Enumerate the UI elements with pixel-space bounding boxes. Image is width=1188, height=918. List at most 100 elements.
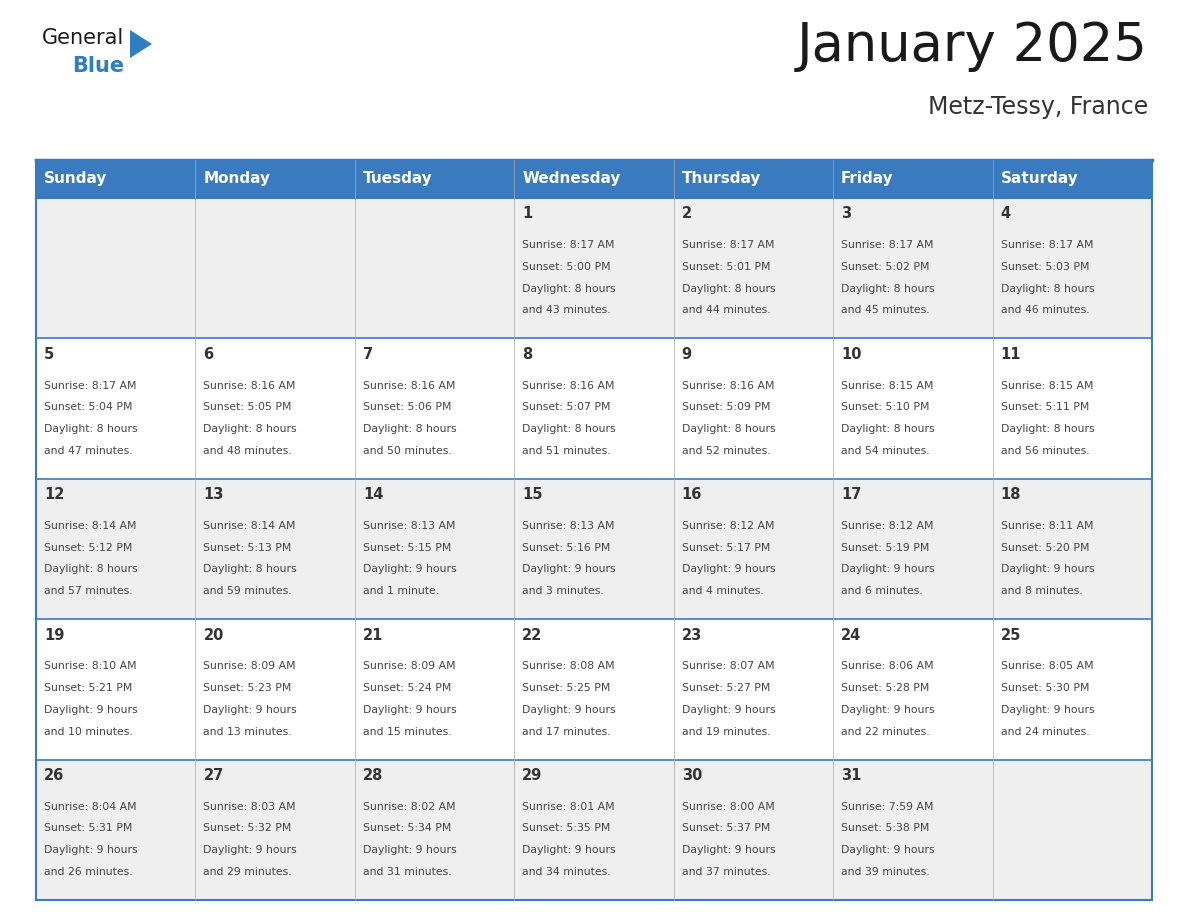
Bar xyxy=(36,198,196,339)
Text: Sunset: 5:28 PM: Sunset: 5:28 PM xyxy=(841,683,929,693)
Text: Daylight: 8 hours: Daylight: 8 hours xyxy=(1000,284,1094,294)
Text: Sunrise: 8:02 AM: Sunrise: 8:02 AM xyxy=(362,801,455,812)
Bar xyxy=(196,479,355,620)
Text: and 54 minutes.: and 54 minutes. xyxy=(841,446,930,456)
Text: 2: 2 xyxy=(682,207,691,221)
Text: Sunset: 5:02 PM: Sunset: 5:02 PM xyxy=(841,262,930,272)
Text: Sunset: 5:35 PM: Sunset: 5:35 PM xyxy=(523,823,611,834)
Polygon shape xyxy=(129,30,152,58)
Text: Friday: Friday xyxy=(841,172,893,186)
Text: Daylight: 9 hours: Daylight: 9 hours xyxy=(203,845,297,856)
Text: Sunset: 5:00 PM: Sunset: 5:00 PM xyxy=(523,262,611,272)
Text: Daylight: 9 hours: Daylight: 9 hours xyxy=(1000,565,1094,575)
Text: Sunset: 5:23 PM: Sunset: 5:23 PM xyxy=(203,683,292,693)
Text: Sunrise: 8:17 AM: Sunrise: 8:17 AM xyxy=(44,381,137,390)
Text: and 8 minutes.: and 8 minutes. xyxy=(1000,587,1082,596)
Text: Sunrise: 8:09 AM: Sunrise: 8:09 AM xyxy=(203,661,296,671)
Text: Daylight: 8 hours: Daylight: 8 hours xyxy=(203,565,297,575)
Text: Sunrise: 8:17 AM: Sunrise: 8:17 AM xyxy=(1000,241,1093,250)
Text: Saturday: Saturday xyxy=(1000,172,1079,186)
Text: Daylight: 8 hours: Daylight: 8 hours xyxy=(362,424,456,434)
Text: Sunset: 5:12 PM: Sunset: 5:12 PM xyxy=(44,543,132,553)
Text: 9: 9 xyxy=(682,347,691,362)
Text: and 45 minutes.: and 45 minutes. xyxy=(841,306,930,316)
Bar xyxy=(514,620,674,759)
Text: and 47 minutes.: and 47 minutes. xyxy=(44,446,133,456)
Text: and 46 minutes.: and 46 minutes. xyxy=(1000,306,1089,316)
Bar xyxy=(514,339,674,479)
Text: Sunrise: 8:16 AM: Sunrise: 8:16 AM xyxy=(523,381,614,390)
Text: Daylight: 9 hours: Daylight: 9 hours xyxy=(44,845,138,856)
Text: and 37 minutes.: and 37 minutes. xyxy=(682,867,770,877)
Bar xyxy=(992,339,1152,479)
Text: Tuesday: Tuesday xyxy=(362,172,432,186)
Bar xyxy=(36,479,196,620)
Text: Sunset: 5:03 PM: Sunset: 5:03 PM xyxy=(1000,262,1089,272)
Text: and 34 minutes.: and 34 minutes. xyxy=(523,867,611,877)
Text: 30: 30 xyxy=(682,768,702,783)
Text: and 3 minutes.: and 3 minutes. xyxy=(523,587,604,596)
Text: and 52 minutes.: and 52 minutes. xyxy=(682,446,770,456)
Text: 8: 8 xyxy=(523,347,532,362)
Text: Daylight: 8 hours: Daylight: 8 hours xyxy=(841,424,935,434)
Text: Daylight: 8 hours: Daylight: 8 hours xyxy=(1000,424,1094,434)
Text: Daylight: 8 hours: Daylight: 8 hours xyxy=(682,284,776,294)
Text: Sunrise: 8:13 AM: Sunrise: 8:13 AM xyxy=(362,521,455,531)
Text: Daylight: 9 hours: Daylight: 9 hours xyxy=(682,565,776,575)
Text: Sunset: 5:20 PM: Sunset: 5:20 PM xyxy=(1000,543,1089,553)
Text: 22: 22 xyxy=(523,628,543,643)
Text: Daylight: 9 hours: Daylight: 9 hours xyxy=(841,705,935,715)
Text: Sunrise: 8:16 AM: Sunrise: 8:16 AM xyxy=(682,381,775,390)
Text: Sunrise: 8:12 AM: Sunrise: 8:12 AM xyxy=(841,521,934,531)
Text: Daylight: 8 hours: Daylight: 8 hours xyxy=(44,565,138,575)
Text: Sunset: 5:05 PM: Sunset: 5:05 PM xyxy=(203,402,292,412)
Text: Daylight: 9 hours: Daylight: 9 hours xyxy=(841,845,935,856)
Bar xyxy=(674,759,833,900)
Text: Daylight: 9 hours: Daylight: 9 hours xyxy=(1000,705,1094,715)
Text: Sunrise: 8:11 AM: Sunrise: 8:11 AM xyxy=(1000,521,1093,531)
Text: Sunset: 5:31 PM: Sunset: 5:31 PM xyxy=(44,823,132,834)
Bar xyxy=(674,198,833,339)
Text: 7: 7 xyxy=(362,347,373,362)
Text: Sunrise: 8:13 AM: Sunrise: 8:13 AM xyxy=(523,521,614,531)
Bar xyxy=(992,160,1152,198)
Text: 21: 21 xyxy=(362,628,384,643)
Text: Sunset: 5:38 PM: Sunset: 5:38 PM xyxy=(841,823,929,834)
Bar xyxy=(355,339,514,479)
Text: 1: 1 xyxy=(523,207,532,221)
Text: Sunset: 5:37 PM: Sunset: 5:37 PM xyxy=(682,823,770,834)
Bar xyxy=(36,620,196,759)
Text: Daylight: 9 hours: Daylight: 9 hours xyxy=(203,705,297,715)
Bar xyxy=(196,198,355,339)
Text: Sunrise: 8:16 AM: Sunrise: 8:16 AM xyxy=(362,381,455,390)
Bar xyxy=(36,160,196,198)
Text: 12: 12 xyxy=(44,487,64,502)
Text: Sunset: 5:30 PM: Sunset: 5:30 PM xyxy=(1000,683,1089,693)
Text: 24: 24 xyxy=(841,628,861,643)
Text: 16: 16 xyxy=(682,487,702,502)
Bar xyxy=(992,620,1152,759)
Bar xyxy=(196,339,355,479)
Text: Sunset: 5:27 PM: Sunset: 5:27 PM xyxy=(682,683,770,693)
Text: and 4 minutes.: and 4 minutes. xyxy=(682,587,764,596)
Text: 28: 28 xyxy=(362,768,384,783)
Text: Sunset: 5:16 PM: Sunset: 5:16 PM xyxy=(523,543,611,553)
Text: 6: 6 xyxy=(203,347,214,362)
Text: and 57 minutes.: and 57 minutes. xyxy=(44,587,133,596)
Text: Daylight: 8 hours: Daylight: 8 hours xyxy=(44,424,138,434)
Text: Sunrise: 8:17 AM: Sunrise: 8:17 AM xyxy=(841,241,934,250)
Text: and 48 minutes.: and 48 minutes. xyxy=(203,446,292,456)
Text: 10: 10 xyxy=(841,347,861,362)
Text: Sunrise: 8:10 AM: Sunrise: 8:10 AM xyxy=(44,661,137,671)
Text: Sunrise: 8:15 AM: Sunrise: 8:15 AM xyxy=(1000,381,1093,390)
Text: Daylight: 8 hours: Daylight: 8 hours xyxy=(203,424,297,434)
Bar xyxy=(833,479,992,620)
Text: and 26 minutes.: and 26 minutes. xyxy=(44,867,133,877)
Text: Metz-Tessy, France: Metz-Tessy, France xyxy=(928,95,1148,119)
Text: Sunrise: 8:00 AM: Sunrise: 8:00 AM xyxy=(682,801,775,812)
Text: and 39 minutes.: and 39 minutes. xyxy=(841,867,930,877)
Text: 18: 18 xyxy=(1000,487,1020,502)
Text: and 19 minutes.: and 19 minutes. xyxy=(682,727,770,736)
Bar xyxy=(514,759,674,900)
Text: Wednesday: Wednesday xyxy=(523,172,620,186)
